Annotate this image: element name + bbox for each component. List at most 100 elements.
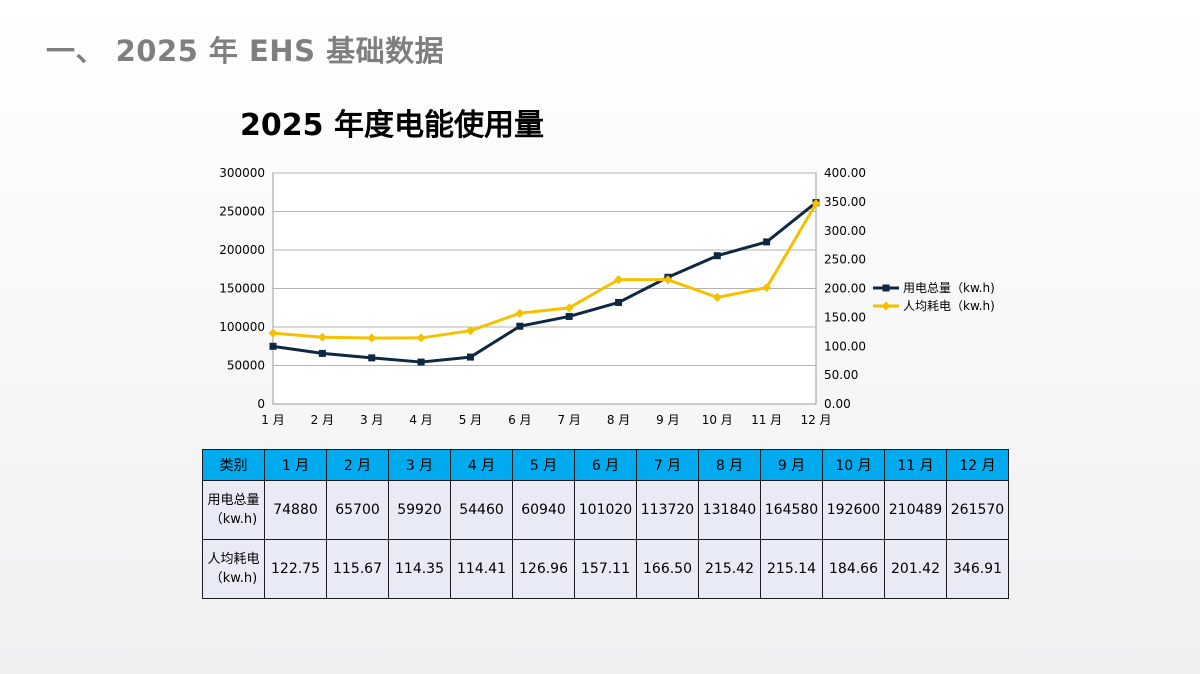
- data-point: [317, 332, 327, 342]
- data-point: [663, 275, 673, 285]
- chart-title: 2025 年度电能使用量: [240, 108, 544, 143]
- data-point: [268, 328, 278, 338]
- table-cell: 131840: [698, 480, 761, 540]
- data-point: [416, 333, 426, 343]
- data-point: [515, 308, 525, 318]
- header-month: 6 月: [574, 449, 637, 481]
- y-right-tick-label: 300.00: [824, 224, 866, 238]
- table-cell: 201.42: [884, 539, 947, 599]
- table-cell: 101020: [574, 480, 637, 540]
- data-point: [763, 238, 771, 246]
- x-tick-label: 12 月: [800, 413, 831, 427]
- data-point: [417, 358, 425, 366]
- header-month: 5 月: [512, 449, 575, 481]
- x-tick-label: 8 月: [607, 413, 630, 427]
- table-cell: 113720: [636, 480, 699, 540]
- data-point: [615, 298, 623, 306]
- series-line: [272, 201, 817, 364]
- data-point: [465, 326, 475, 336]
- row-label-line: 用电总量: [207, 493, 260, 508]
- table-cell: 74880: [264, 480, 327, 540]
- data-point: [762, 283, 772, 293]
- energy-data-table: 类别 1 月 2 月 3 月 4 月 5 月 6 月 7 月 8 月 9 月 1…: [202, 449, 1009, 599]
- series-line: [272, 202, 818, 340]
- legend-label: 人均耗电（kw.h): [903, 299, 995, 313]
- table-cell: 60940: [512, 480, 575, 540]
- y-left-tick-label: 300000: [219, 166, 265, 180]
- table-cell: 215.42: [698, 539, 761, 599]
- y-left-tick-label: 0: [257, 397, 265, 411]
- table-cell: 54460: [450, 480, 513, 540]
- header-month: 11 月: [884, 449, 947, 481]
- table-header-row: 类别 1 月 2 月 3 月 4 月 5 月 6 月 7 月 8 月 9 月 1…: [202, 449, 1009, 481]
- table-cell: 166.50: [636, 539, 699, 599]
- header-month: 7 月: [636, 449, 699, 481]
- data-point: [614, 275, 624, 285]
- table-cell: 122.75: [264, 539, 327, 599]
- y-left-tick-label: 100000: [219, 320, 265, 334]
- x-tick-label: 3 月: [360, 413, 383, 427]
- x-tick-label: 5 月: [459, 413, 482, 427]
- x-tick-label: 2 月: [311, 413, 334, 427]
- table-cell: 261570: [946, 480, 1009, 540]
- y-left-tick-label: 200000: [219, 243, 265, 257]
- table-cell: 114.41: [450, 539, 513, 599]
- table-row-total: 用电总量 （kw.h) 74880 65700 59920 54460 6094…: [202, 480, 1009, 540]
- data-point: [367, 333, 377, 343]
- y-right-tick-label: 50.00: [824, 368, 858, 382]
- x-tick-label: 4 月: [409, 413, 432, 427]
- table-cell: 192600: [822, 480, 885, 540]
- header-month: 4 月: [450, 449, 513, 481]
- table-cell: 157.11: [574, 539, 637, 599]
- data-point: [565, 312, 573, 320]
- legend-label: 用电总量（kw.h): [903, 281, 995, 295]
- legend-marker: [881, 301, 891, 311]
- table-cell: 164580: [760, 480, 823, 540]
- x-tick-label: 9 月: [656, 413, 679, 427]
- table-cell: 215.14: [760, 539, 823, 599]
- y-left-tick-label: 50000: [227, 359, 265, 373]
- row-label-unit: （kw.h): [209, 512, 258, 527]
- y-left-tick-label: 150000: [219, 282, 265, 296]
- header-month: 3 月: [388, 449, 451, 481]
- data-point: [811, 199, 821, 209]
- y-right-tick-label: 350.00: [824, 195, 866, 209]
- row-label-total: 用电总量 （kw.h): [202, 480, 265, 540]
- table-cell: 115.67: [326, 539, 389, 599]
- header-month: 12 月: [946, 449, 1009, 481]
- y-right-tick-label: 250.00: [824, 253, 866, 267]
- table-cell: 59920: [388, 480, 451, 540]
- y-right-tick-label: 150.00: [824, 310, 866, 324]
- data-point: [564, 303, 574, 313]
- x-tick-label: 10 月: [702, 413, 733, 427]
- table-cell: 65700: [326, 480, 389, 540]
- row-label-unit: （kw.h): [209, 571, 258, 586]
- table-cell: 346.91: [946, 539, 1009, 599]
- row-label-per-capita: 人均耗电 （kw.h): [202, 539, 265, 599]
- header-month: 9 月: [760, 449, 823, 481]
- data-point: [368, 354, 376, 362]
- table-cell: 126.96: [512, 539, 575, 599]
- legend-marker: [882, 284, 890, 292]
- y-right-tick-label: 200.00: [824, 282, 866, 296]
- header-month: 2 月: [326, 449, 389, 481]
- data-point: [712, 292, 722, 302]
- table-row-per-capita: 人均耗电 （kw.h) 122.75 115.67 114.35 114.41 …: [202, 539, 1009, 599]
- table-cell: 114.35: [388, 539, 451, 599]
- data-point: [516, 322, 524, 330]
- x-tick-label: 7 月: [557, 413, 580, 427]
- data-point: [269, 342, 277, 350]
- section-title: 一、 2025 年 EHS 基础数据: [46, 34, 445, 68]
- header-month: 8 月: [698, 449, 761, 481]
- header-month: 10 月: [822, 449, 885, 481]
- row-label-line: 人均耗电: [207, 552, 260, 567]
- header-month: 1 月: [264, 449, 327, 481]
- table-cell: 210489: [884, 480, 947, 540]
- y-right-tick-label: 400.00: [824, 166, 866, 180]
- data-point: [318, 349, 326, 357]
- data-point: [466, 353, 474, 361]
- table-cell: 184.66: [822, 539, 885, 599]
- data-point: [713, 252, 721, 260]
- y-right-tick-label: 0.00: [824, 397, 851, 411]
